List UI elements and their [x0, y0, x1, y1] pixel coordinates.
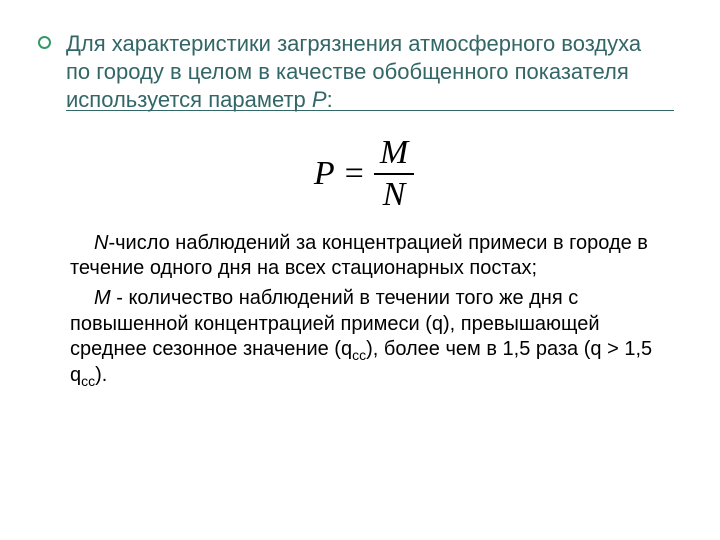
definition-n-text: -число наблюдений за концентрацией приме… [70, 232, 648, 280]
symbol-n: N [94, 232, 108, 254]
definition-m-part3: ). [95, 364, 107, 386]
title-param-symbol: Р [312, 87, 327, 112]
formula-fraction: M N [374, 135, 414, 212]
subscript-cc-2: сс [81, 373, 95, 389]
definition-n: N-число наблюдений за концентрацией прим… [70, 231, 678, 282]
title-block: Для характеристики загрязнения атмосферн… [66, 30, 678, 115]
formula-lhs: P [314, 157, 335, 191]
title-line-3-suffix: : [327, 87, 333, 112]
definition-m: М - количество наблюдений в течении того… [70, 286, 678, 388]
formula: P = M N [70, 135, 678, 212]
slide-title: Для характеристики загрязнения атмосферн… [66, 30, 678, 114]
title-line-1: Для характеристики загрязнения атмосферн… [66, 31, 641, 56]
bullet-ring-icon [38, 36, 51, 49]
title-underline [66, 110, 674, 111]
symbol-m: М [94, 287, 111, 309]
formula-inner: P = M N [314, 135, 414, 212]
formula-denominator: N [377, 177, 412, 213]
title-line-3-prefix: используется параметр [66, 87, 312, 112]
subscript-cc-1: сс [352, 347, 366, 363]
formula-fraction-bar [374, 173, 414, 175]
slide: Для характеристики загрязнения атмосферн… [0, 0, 720, 540]
title-line-2: по городу в целом в качестве обобщенного… [66, 59, 629, 84]
formula-numerator: M [374, 135, 414, 171]
body-text: N-число наблюдений за концентрацией прим… [70, 231, 678, 389]
formula-equals: = [345, 157, 364, 191]
